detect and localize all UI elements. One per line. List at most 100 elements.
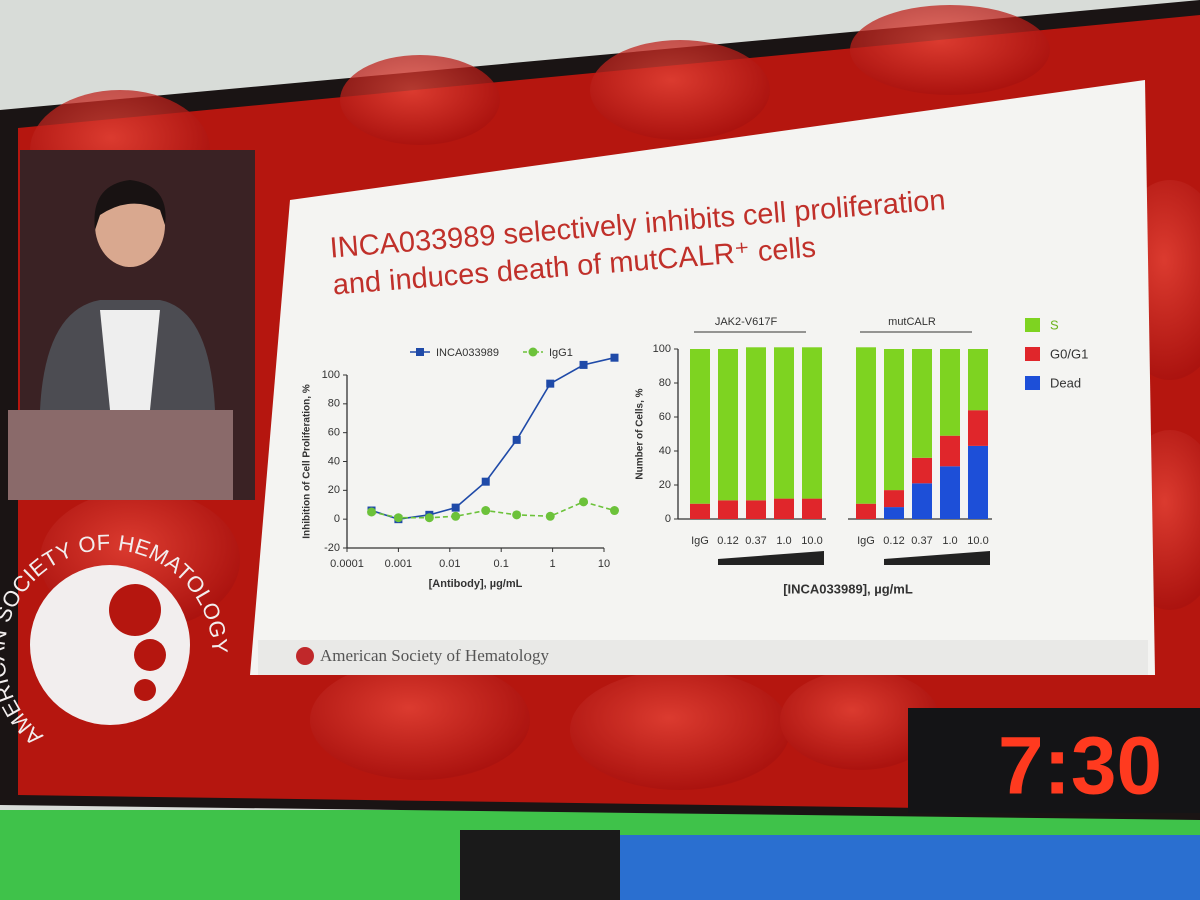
- legend-swatch: [1025, 376, 1040, 390]
- legend-label: S: [1050, 317, 1059, 332]
- charts: -20 0 20 40 60 80 100 0.0001 0.001 0.01 0.1 1 10 [Ant…: [302, 316, 1089, 597]
- speaker-hair: [94, 180, 166, 230]
- legend-label: INCA033989: [436, 347, 499, 359]
- x-tick-label: 0.0001: [330, 558, 364, 570]
- legend-label: G0/G1: [1050, 346, 1088, 361]
- y-axis-label: Inhibition of Cell Proliferation, %: [302, 384, 313, 539]
- y-tick-label: 80: [328, 398, 340, 410]
- x-tick-label: 10.0: [801, 535, 822, 547]
- bar-segment: [884, 349, 904, 491]
- group-label: mutCALR: [888, 316, 936, 328]
- x-tick-label: 0.12: [717, 535, 738, 547]
- bar-segment: [718, 349, 738, 501]
- bar-segment: [802, 347, 822, 499]
- bar-segment: [690, 503, 710, 519]
- x-tick-label: 0.01: [439, 558, 460, 570]
- y-tick-label: 20: [328, 484, 340, 496]
- marker: [512, 510, 522, 520]
- y-tick-label: 40: [659, 445, 671, 457]
- x-tick-label: 10.0: [967, 535, 988, 547]
- y-tick-label: 80: [659, 377, 671, 389]
- bar-segment: [968, 445, 988, 519]
- bar-segment: [940, 349, 960, 436]
- bar-segment: [774, 347, 794, 499]
- y-tick-label: 0: [665, 513, 671, 525]
- dose-wedge: [884, 551, 990, 565]
- slide-footer-bar: [258, 640, 1148, 675]
- x-tick-label: 10: [598, 558, 610, 570]
- marker: [393, 513, 403, 523]
- bar-segment: [940, 466, 960, 519]
- y-tick-label: 60: [328, 427, 340, 439]
- y-tick-label: 60: [659, 411, 671, 423]
- marker: [512, 435, 521, 444]
- y-tick-label: 100: [322, 369, 340, 381]
- bar-segment: [912, 349, 932, 458]
- stage-light: [620, 835, 1200, 900]
- legend-label: IgG1: [549, 347, 573, 359]
- bar-segment: [690, 349, 710, 504]
- bar-segment: [912, 457, 932, 484]
- marker: [528, 347, 538, 357]
- marker: [451, 503, 460, 512]
- x-tick-label: 1: [550, 558, 556, 570]
- marker: [546, 379, 555, 388]
- marker: [481, 506, 491, 516]
- logo-dot: [109, 584, 161, 636]
- speaker-shirt: [100, 310, 160, 410]
- x-axis-label: [INCA033989], µg/mL: [783, 581, 913, 596]
- x-tick-label: IgG: [691, 535, 709, 547]
- marker: [579, 360, 588, 369]
- x-tick-label: 0.37: [911, 535, 932, 547]
- x-axis-label: [Antibody], µg/mL: [429, 578, 523, 590]
- legend-swatch: [1025, 318, 1040, 332]
- logo-dot: [134, 679, 156, 701]
- marker: [579, 497, 589, 507]
- x-tick-label: 0.001: [385, 558, 413, 570]
- x-tick-label: 1.0: [942, 535, 957, 547]
- marker: [451, 511, 461, 521]
- bar-segment: [968, 410, 988, 446]
- stage-prop: [460, 830, 620, 900]
- y-tick-label: 40: [328, 455, 340, 467]
- bar-segment: [884, 507, 904, 519]
- x-tick-label: 0.37: [745, 535, 766, 547]
- legend-label: Dead: [1050, 375, 1081, 390]
- y-axis-label: Number of Cells, %: [635, 388, 646, 479]
- marker: [545, 511, 555, 521]
- bar-segment: [856, 347, 876, 504]
- marker: [416, 348, 424, 356]
- logo-dot: [134, 639, 166, 671]
- bar-segment: [746, 347, 766, 501]
- y-tick-label: 100: [653, 343, 671, 355]
- bar-segment: [912, 483, 932, 519]
- logo-circle: [30, 565, 190, 725]
- bar-segment: [802, 498, 822, 519]
- bar-segment: [718, 500, 738, 519]
- timer: 7:30: [998, 721, 1162, 812]
- timer-box: [908, 708, 1200, 813]
- y-tick-label: 20: [659, 479, 671, 491]
- bar-segment: [968, 349, 988, 411]
- slide-footer: American Society of Hematology: [320, 646, 549, 665]
- bar-segment: [884, 490, 904, 508]
- y-tick-label: -20: [324, 542, 340, 554]
- marker: [481, 477, 490, 486]
- x-tick-label: 0.1: [494, 558, 509, 570]
- dose-wedge: [718, 551, 824, 565]
- legend-swatch: [1025, 347, 1040, 361]
- marker: [367, 507, 377, 517]
- marker: [424, 513, 434, 523]
- bar-segment: [746, 500, 766, 519]
- marker: [610, 353, 619, 362]
- podium: [8, 410, 233, 500]
- bar-segment: [940, 435, 960, 467]
- y-tick-label: 0: [334, 513, 340, 525]
- blood-cells: [30, 5, 1200, 790]
- bar-segment: [774, 498, 794, 519]
- group-label: JAK2-V617F: [715, 316, 778, 328]
- bar-segment: [856, 503, 876, 519]
- x-tick-label: 1.0: [776, 535, 791, 547]
